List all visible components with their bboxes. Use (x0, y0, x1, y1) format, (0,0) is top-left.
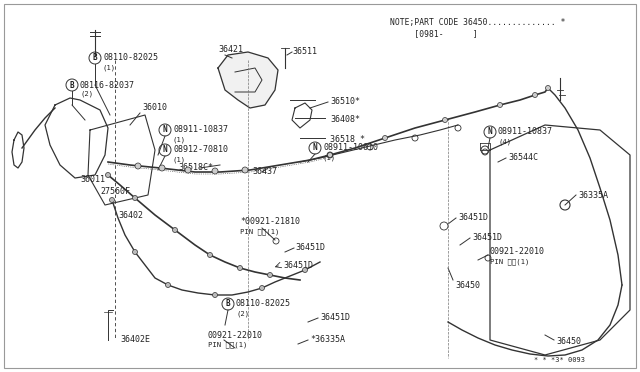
Text: 08912-70810: 08912-70810 (173, 145, 228, 154)
Text: 36010: 36010 (142, 103, 167, 112)
Text: 08911-10837: 08911-10837 (173, 125, 228, 135)
Text: PIN ピン(1): PIN ピン(1) (490, 259, 529, 265)
Text: 36011: 36011 (80, 176, 105, 185)
Text: 27560F: 27560F (100, 187, 130, 196)
Text: 36402: 36402 (118, 211, 143, 219)
Circle shape (303, 267, 307, 273)
Text: N: N (163, 145, 167, 154)
Text: 36511: 36511 (292, 48, 317, 57)
Text: 36421: 36421 (218, 45, 243, 55)
Text: (2): (2) (80, 91, 93, 97)
Text: (1): (1) (173, 137, 186, 143)
Circle shape (259, 285, 264, 291)
Text: [0981-      ]: [0981- ] (390, 29, 477, 38)
Text: 36451D: 36451D (472, 234, 502, 243)
Text: N: N (488, 128, 492, 137)
Circle shape (173, 228, 177, 232)
Text: B: B (226, 299, 230, 308)
Text: (1): (1) (323, 155, 336, 161)
Circle shape (532, 93, 538, 97)
Circle shape (328, 153, 333, 157)
Text: 36335A: 36335A (578, 190, 608, 199)
Text: 36450: 36450 (455, 280, 480, 289)
Text: (1): (1) (103, 65, 116, 71)
Text: *36335A: *36335A (310, 336, 345, 344)
Text: 36510*: 36510* (330, 97, 360, 106)
Text: (2): (2) (236, 311, 249, 317)
Text: (1): (1) (173, 157, 186, 163)
Text: PIN ピン(1): PIN ピン(1) (240, 229, 280, 235)
Text: N: N (163, 125, 167, 135)
Circle shape (268, 273, 273, 278)
Polygon shape (218, 52, 278, 108)
Text: (4): (4) (498, 139, 511, 145)
Text: 00921-22010: 00921-22010 (490, 247, 545, 257)
Text: PIN ピン(1): PIN ピン(1) (208, 342, 248, 348)
Text: 36451D: 36451D (320, 314, 350, 323)
Text: 36451D: 36451D (283, 260, 313, 269)
Text: 36451D: 36451D (295, 244, 325, 253)
Circle shape (132, 250, 138, 254)
Circle shape (545, 86, 550, 90)
Circle shape (166, 282, 170, 288)
Circle shape (237, 266, 243, 270)
Circle shape (132, 196, 138, 201)
Circle shape (497, 103, 502, 108)
Text: B: B (93, 54, 97, 62)
Circle shape (212, 168, 218, 174)
Text: 36544C: 36544C (508, 154, 538, 163)
Text: 08911-10610: 08911-10610 (323, 144, 378, 153)
Text: *00921-21810: *00921-21810 (240, 218, 300, 227)
Circle shape (383, 135, 387, 141)
Text: 36402E: 36402E (120, 336, 150, 344)
Text: 08110-82025: 08110-82025 (103, 54, 158, 62)
Circle shape (442, 118, 447, 122)
Circle shape (242, 167, 248, 173)
Text: * * *3* 0093: * * *3* 0093 (534, 357, 586, 363)
Text: NOTE;PART CODE 36450.............. *: NOTE;PART CODE 36450.............. * (390, 17, 566, 26)
Text: 36437: 36437 (252, 167, 277, 176)
Text: N: N (313, 144, 317, 153)
Text: 36450: 36450 (556, 337, 581, 346)
Text: 08110-82025: 08110-82025 (236, 299, 291, 308)
Circle shape (159, 165, 165, 171)
Text: 36518C*: 36518C* (178, 164, 213, 173)
Text: 36451D: 36451D (458, 214, 488, 222)
Text: 00921-22010: 00921-22010 (208, 330, 263, 340)
Circle shape (212, 292, 218, 298)
Text: 08116-82037: 08116-82037 (80, 80, 135, 90)
Text: 08911-10837: 08911-10837 (498, 128, 553, 137)
Circle shape (106, 173, 111, 177)
Text: 36518 *: 36518 * (330, 135, 365, 144)
Circle shape (135, 163, 141, 169)
Text: B: B (70, 80, 74, 90)
Circle shape (207, 253, 212, 257)
Circle shape (185, 167, 191, 173)
Circle shape (109, 198, 115, 202)
Text: 36408*: 36408* (330, 115, 360, 125)
